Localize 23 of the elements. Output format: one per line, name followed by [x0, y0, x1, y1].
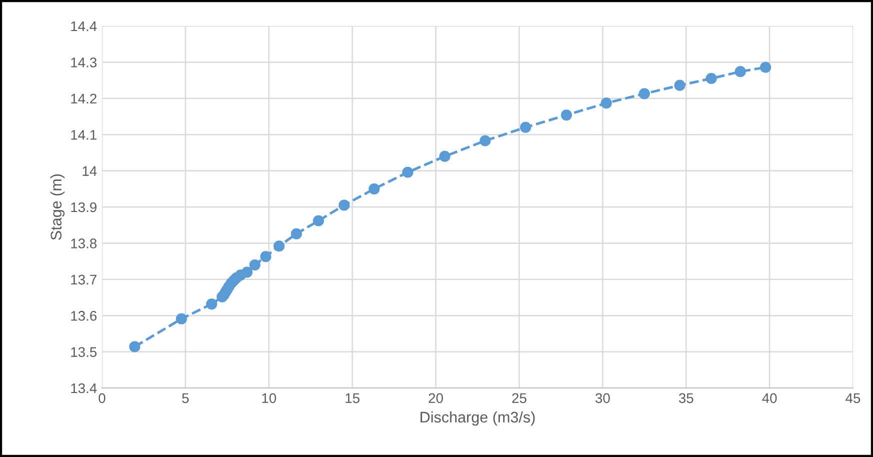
x-tick-label: 5	[182, 393, 189, 404]
x-tick-label: 0	[98, 393, 106, 404]
y-tick-label: 13.9	[71, 202, 96, 212]
y-tick-label: 13.7	[71, 274, 96, 285]
y-tick-label: 13.6	[71, 310, 97, 321]
x-tick-label: 30	[595, 393, 610, 404]
x-axis-title: Discharge (m3/s)	[420, 411, 535, 426]
y-tick-label: 14.3	[71, 58, 97, 68]
x-tick-label: 15	[346, 393, 360, 404]
y-tick-label: 13.8	[71, 238, 97, 248]
x-tick-label: 35	[678, 393, 694, 404]
y-tick-label: 14.1	[71, 130, 96, 140]
y-tick-label: 14.2	[71, 94, 96, 104]
y-tick-label: 13.4	[71, 383, 97, 394]
x-tick-label: 40	[762, 393, 777, 404]
x-tick-label: 10	[262, 393, 276, 404]
y-tick-label: 13.5	[71, 347, 97, 357]
y-tick-label: 14.4	[71, 21, 97, 32]
y-tick-label: 14	[82, 166, 97, 176]
x-tick-label: 45	[846, 393, 860, 404]
x-tick-label: 25	[512, 393, 526, 404]
y-axis-title: Stage (m)	[50, 174, 65, 240]
x-tick-label: 20	[428, 393, 443, 404]
